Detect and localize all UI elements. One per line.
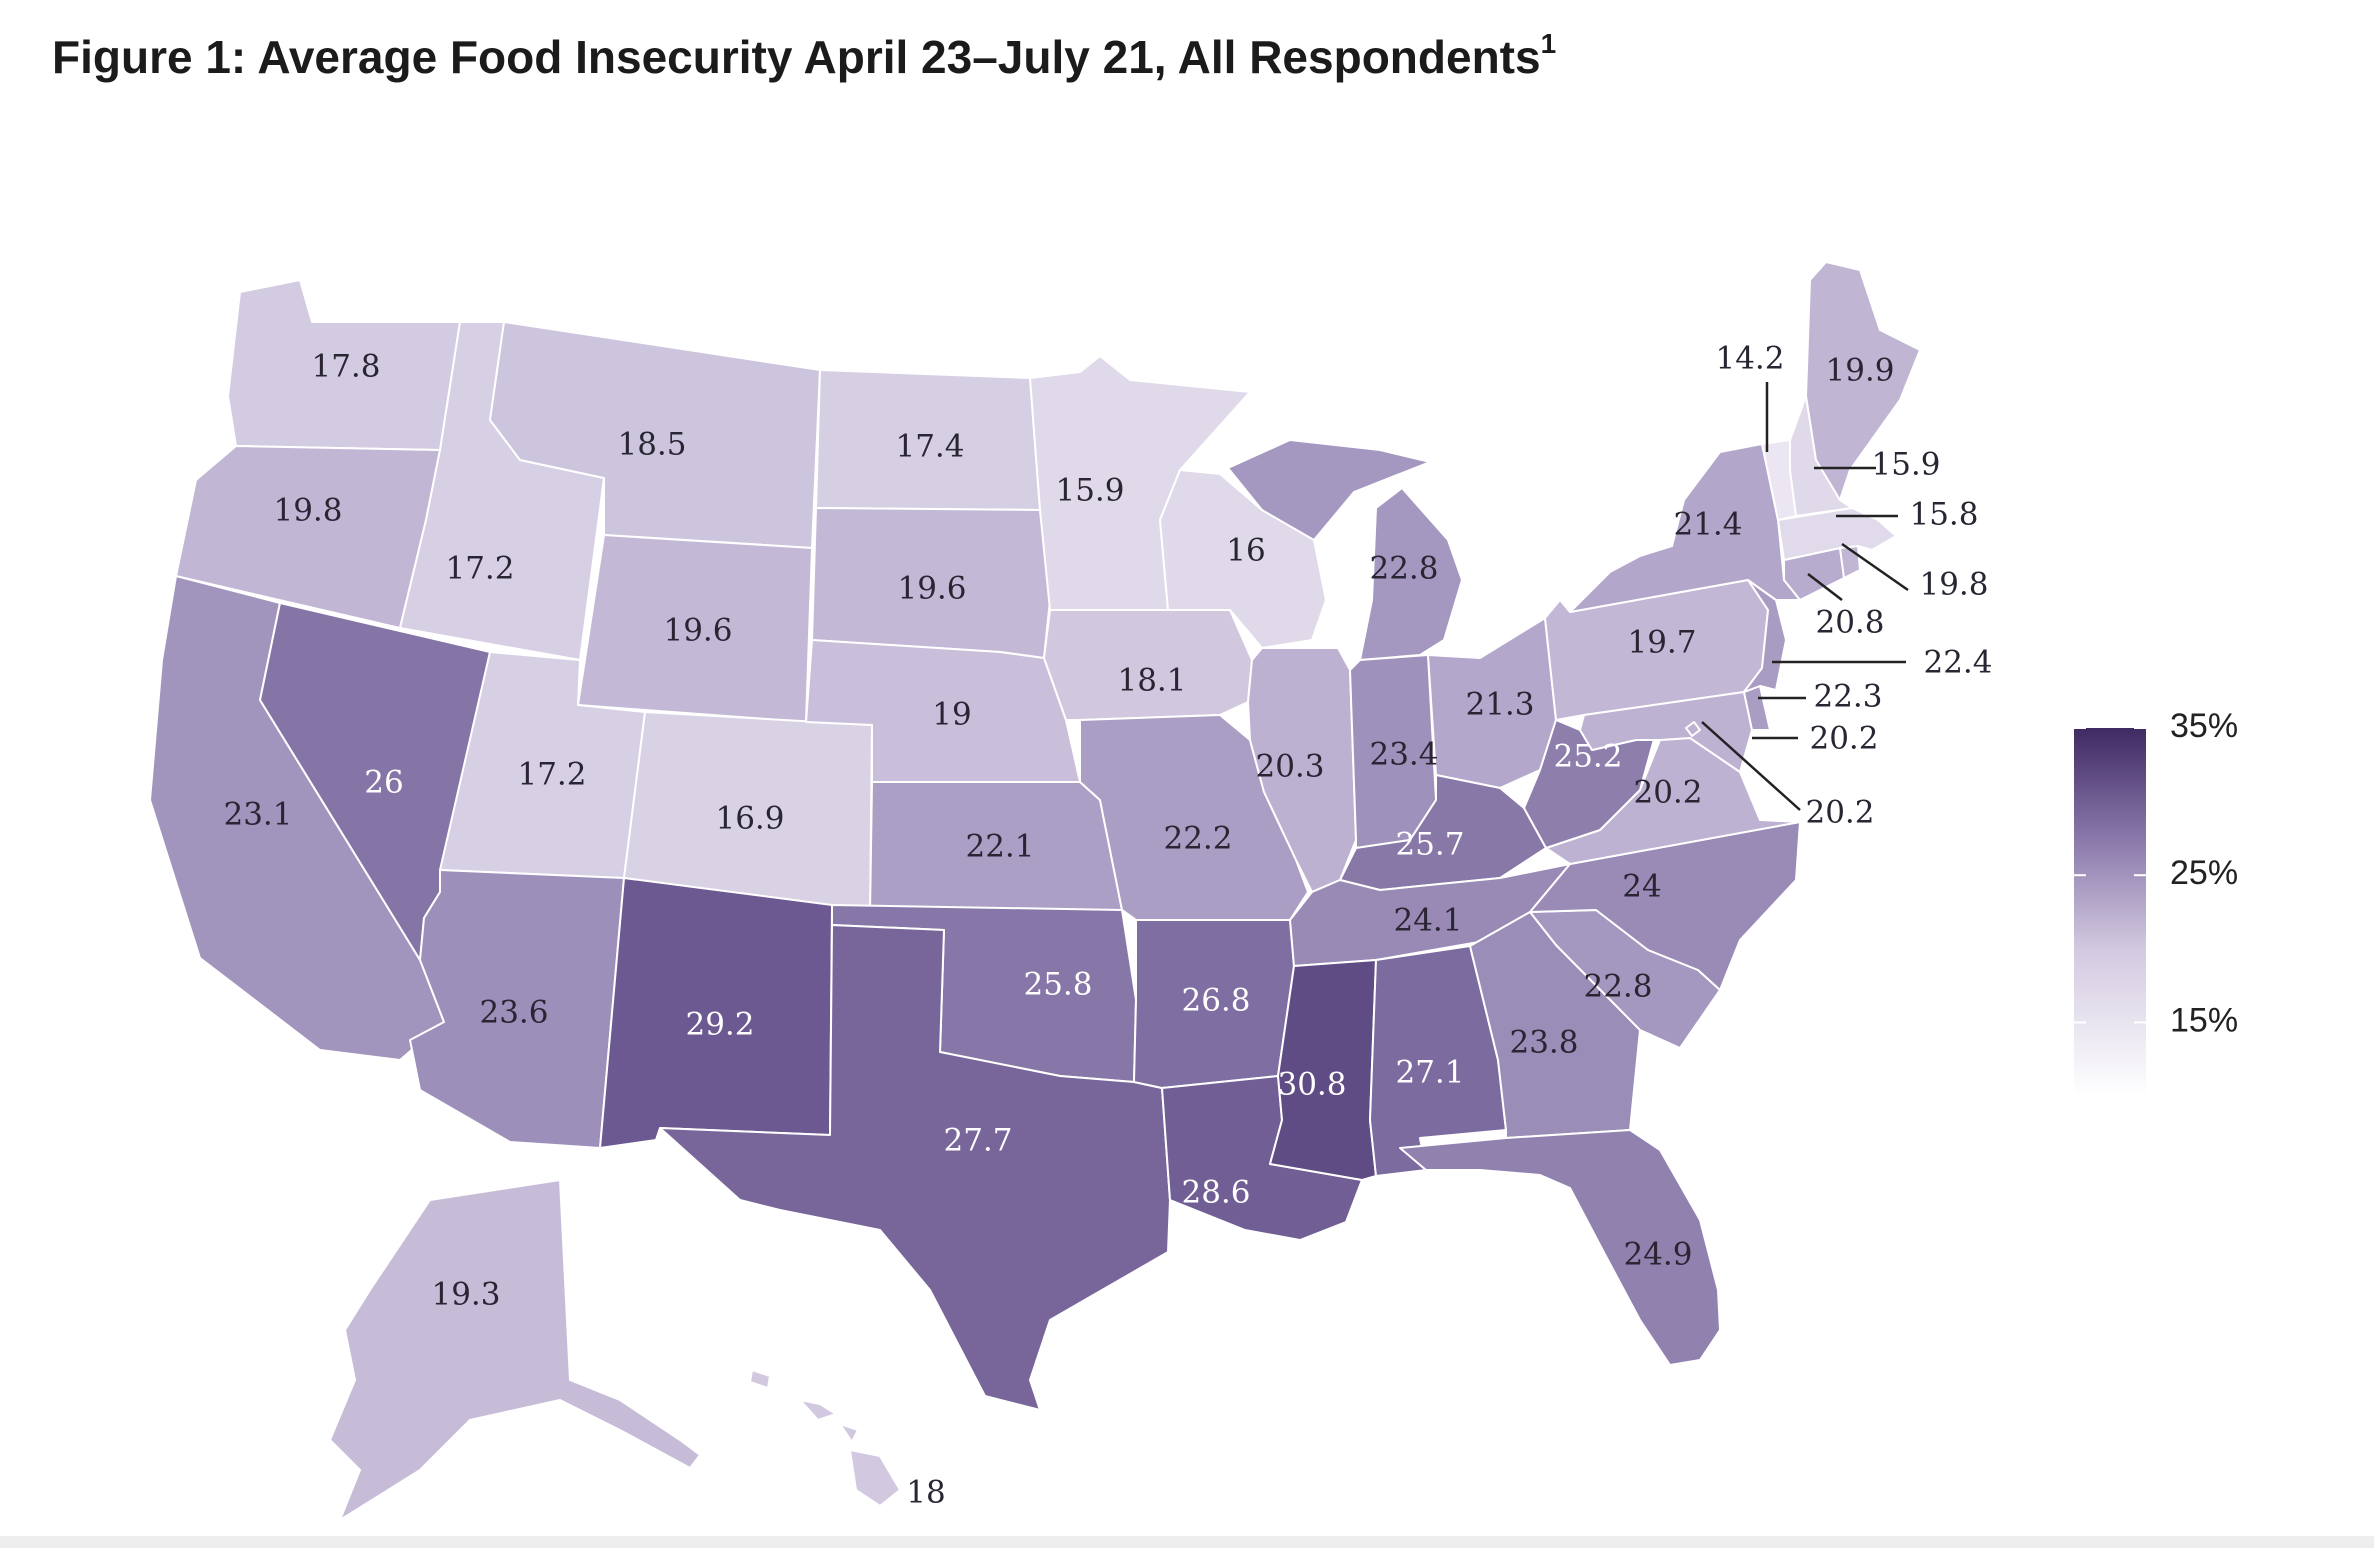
state-label-nv: 26 [364, 765, 403, 801]
state-label-la: 28.6 [1181, 1175, 1250, 1211]
state-ma[interactable] [1777, 507, 1897, 561]
state-wi[interactable] [1159, 469, 1327, 649]
state-label-ia: 18.1 [1117, 663, 1186, 699]
state-label-wy: 19.6 [663, 613, 732, 649]
state-mi[interactable] [1227, 439, 1463, 661]
state-label-ok: 25.8 [1023, 967, 1092, 1003]
state-label-ar: 26.8 [1181, 983, 1250, 1019]
state-label-or: 19.8 [273, 493, 342, 529]
legend-ticks: 35% 25% 15% [2074, 707, 2238, 1039]
state-label-nj: 22.4 [1923, 645, 1992, 681]
state-label-sc: 22.8 [1583, 969, 1652, 1005]
leader-ri [1841, 542, 1909, 592]
legend-colorbar [2074, 728, 2146, 1096]
legend-tick-label: 15% [2170, 1001, 2238, 1039]
state-label-pa: 19.7 [1627, 625, 1696, 661]
state-label-ut: 17.2 [517, 757, 586, 793]
state-ak[interactable] [329, 1179, 701, 1521]
figure-title-text: Figure 1: Average Food Insecurity April … [52, 31, 1541, 83]
state-label-de: 22.3 [1813, 679, 1882, 715]
state-md[interactable] [1579, 691, 1753, 773]
state-tx[interactable] [659, 924, 1171, 1411]
state-label-in: 23.4 [1369, 737, 1438, 773]
state-label-wi: 16 [1226, 533, 1265, 569]
state-label-hi: 18 [906, 1475, 945, 1511]
state-value-labels: 17.8 19.8 23.1 26 17.2 18.5 19.6 17.2 23.6 16.9 29… [223, 341, 1992, 1511]
state-label-az: 23.6 [479, 995, 548, 1031]
color-legend: 35% 25% 15% [2074, 707, 2238, 1096]
state-label-mi: 22.8 [1369, 551, 1438, 587]
state-label-ne: 19 [932, 697, 971, 733]
state-label-nc: 24 [1622, 869, 1661, 905]
state-label-tn: 24.1 [1393, 903, 1462, 939]
state-dc[interactable] [1685, 721, 1701, 737]
state-label-ga: 23.8 [1509, 1025, 1578, 1061]
state-label-ca: 23.1 [223, 797, 292, 833]
states-layer [149, 261, 1921, 1521]
state-label-wv: 25.2 [1553, 739, 1622, 775]
legend-tick-label: 25% [2170, 854, 2238, 892]
state-tn[interactable] [1289, 863, 1571, 967]
state-label-nh: 15.9 [1871, 447, 1940, 483]
figure-title-footnote-marker: 1 [1540, 28, 1557, 59]
state-label-ky: 25.7 [1395, 827, 1464, 863]
state-mo[interactable] [1079, 714, 1309, 921]
state-label-va: 20.2 [1633, 775, 1702, 811]
leader-dc [1701, 721, 1801, 811]
state-fl[interactable] [1399, 1129, 1721, 1366]
state-label-co: 16.9 [715, 801, 784, 837]
state-label-md: 20.2 [1809, 721, 1878, 757]
state-label-fl: 24.9 [1623, 1237, 1692, 1273]
state-label-ny: 21.4 [1673, 507, 1742, 543]
state-label-nm: 29.2 [685, 1007, 754, 1043]
state-label-me: 19.9 [1825, 353, 1894, 389]
legend-tick-label: 35% [2170, 707, 2238, 745]
state-label-ak: 19.3 [431, 1277, 500, 1313]
state-label-dc: 20.2 [1805, 795, 1874, 831]
state-label-mt: 18.5 [617, 427, 686, 463]
state-label-mn: 15.9 [1055, 473, 1124, 509]
state-label-wa: 17.8 [311, 349, 380, 385]
state-label-al: 27.1 [1395, 1055, 1464, 1091]
callout-leaders [1701, 382, 1909, 811]
state-me[interactable] [1805, 261, 1921, 501]
state-label-oh: 21.3 [1465, 687, 1534, 723]
leader-ct [1807, 573, 1843, 601]
state-label-ct: 20.8 [1815, 605, 1884, 641]
state-label-ri: 19.8 [1919, 567, 1988, 603]
state-label-ma: 15.8 [1909, 497, 1978, 533]
state-label-mo: 22.2 [1163, 821, 1232, 857]
figure-title: Figure 1: Average Food Insecurity April … [52, 30, 1556, 84]
state-label-id: 17.2 [445, 551, 514, 587]
state-label-sd: 19.6 [897, 571, 966, 607]
state-label-vt: 14.2 [1715, 341, 1784, 377]
state-label-il: 20.3 [1255, 749, 1324, 785]
state-label-nd: 17.4 [895, 429, 964, 465]
state-label-tx: 27.7 [943, 1123, 1012, 1159]
bottom-edge-bar [0, 1536, 2374, 1548]
state-hi[interactable] [749, 1369, 901, 1507]
state-nj[interactable] [1743, 579, 1787, 693]
state-label-ms: 30.8 [1277, 1067, 1346, 1103]
state-label-ks: 22.1 [965, 829, 1034, 865]
